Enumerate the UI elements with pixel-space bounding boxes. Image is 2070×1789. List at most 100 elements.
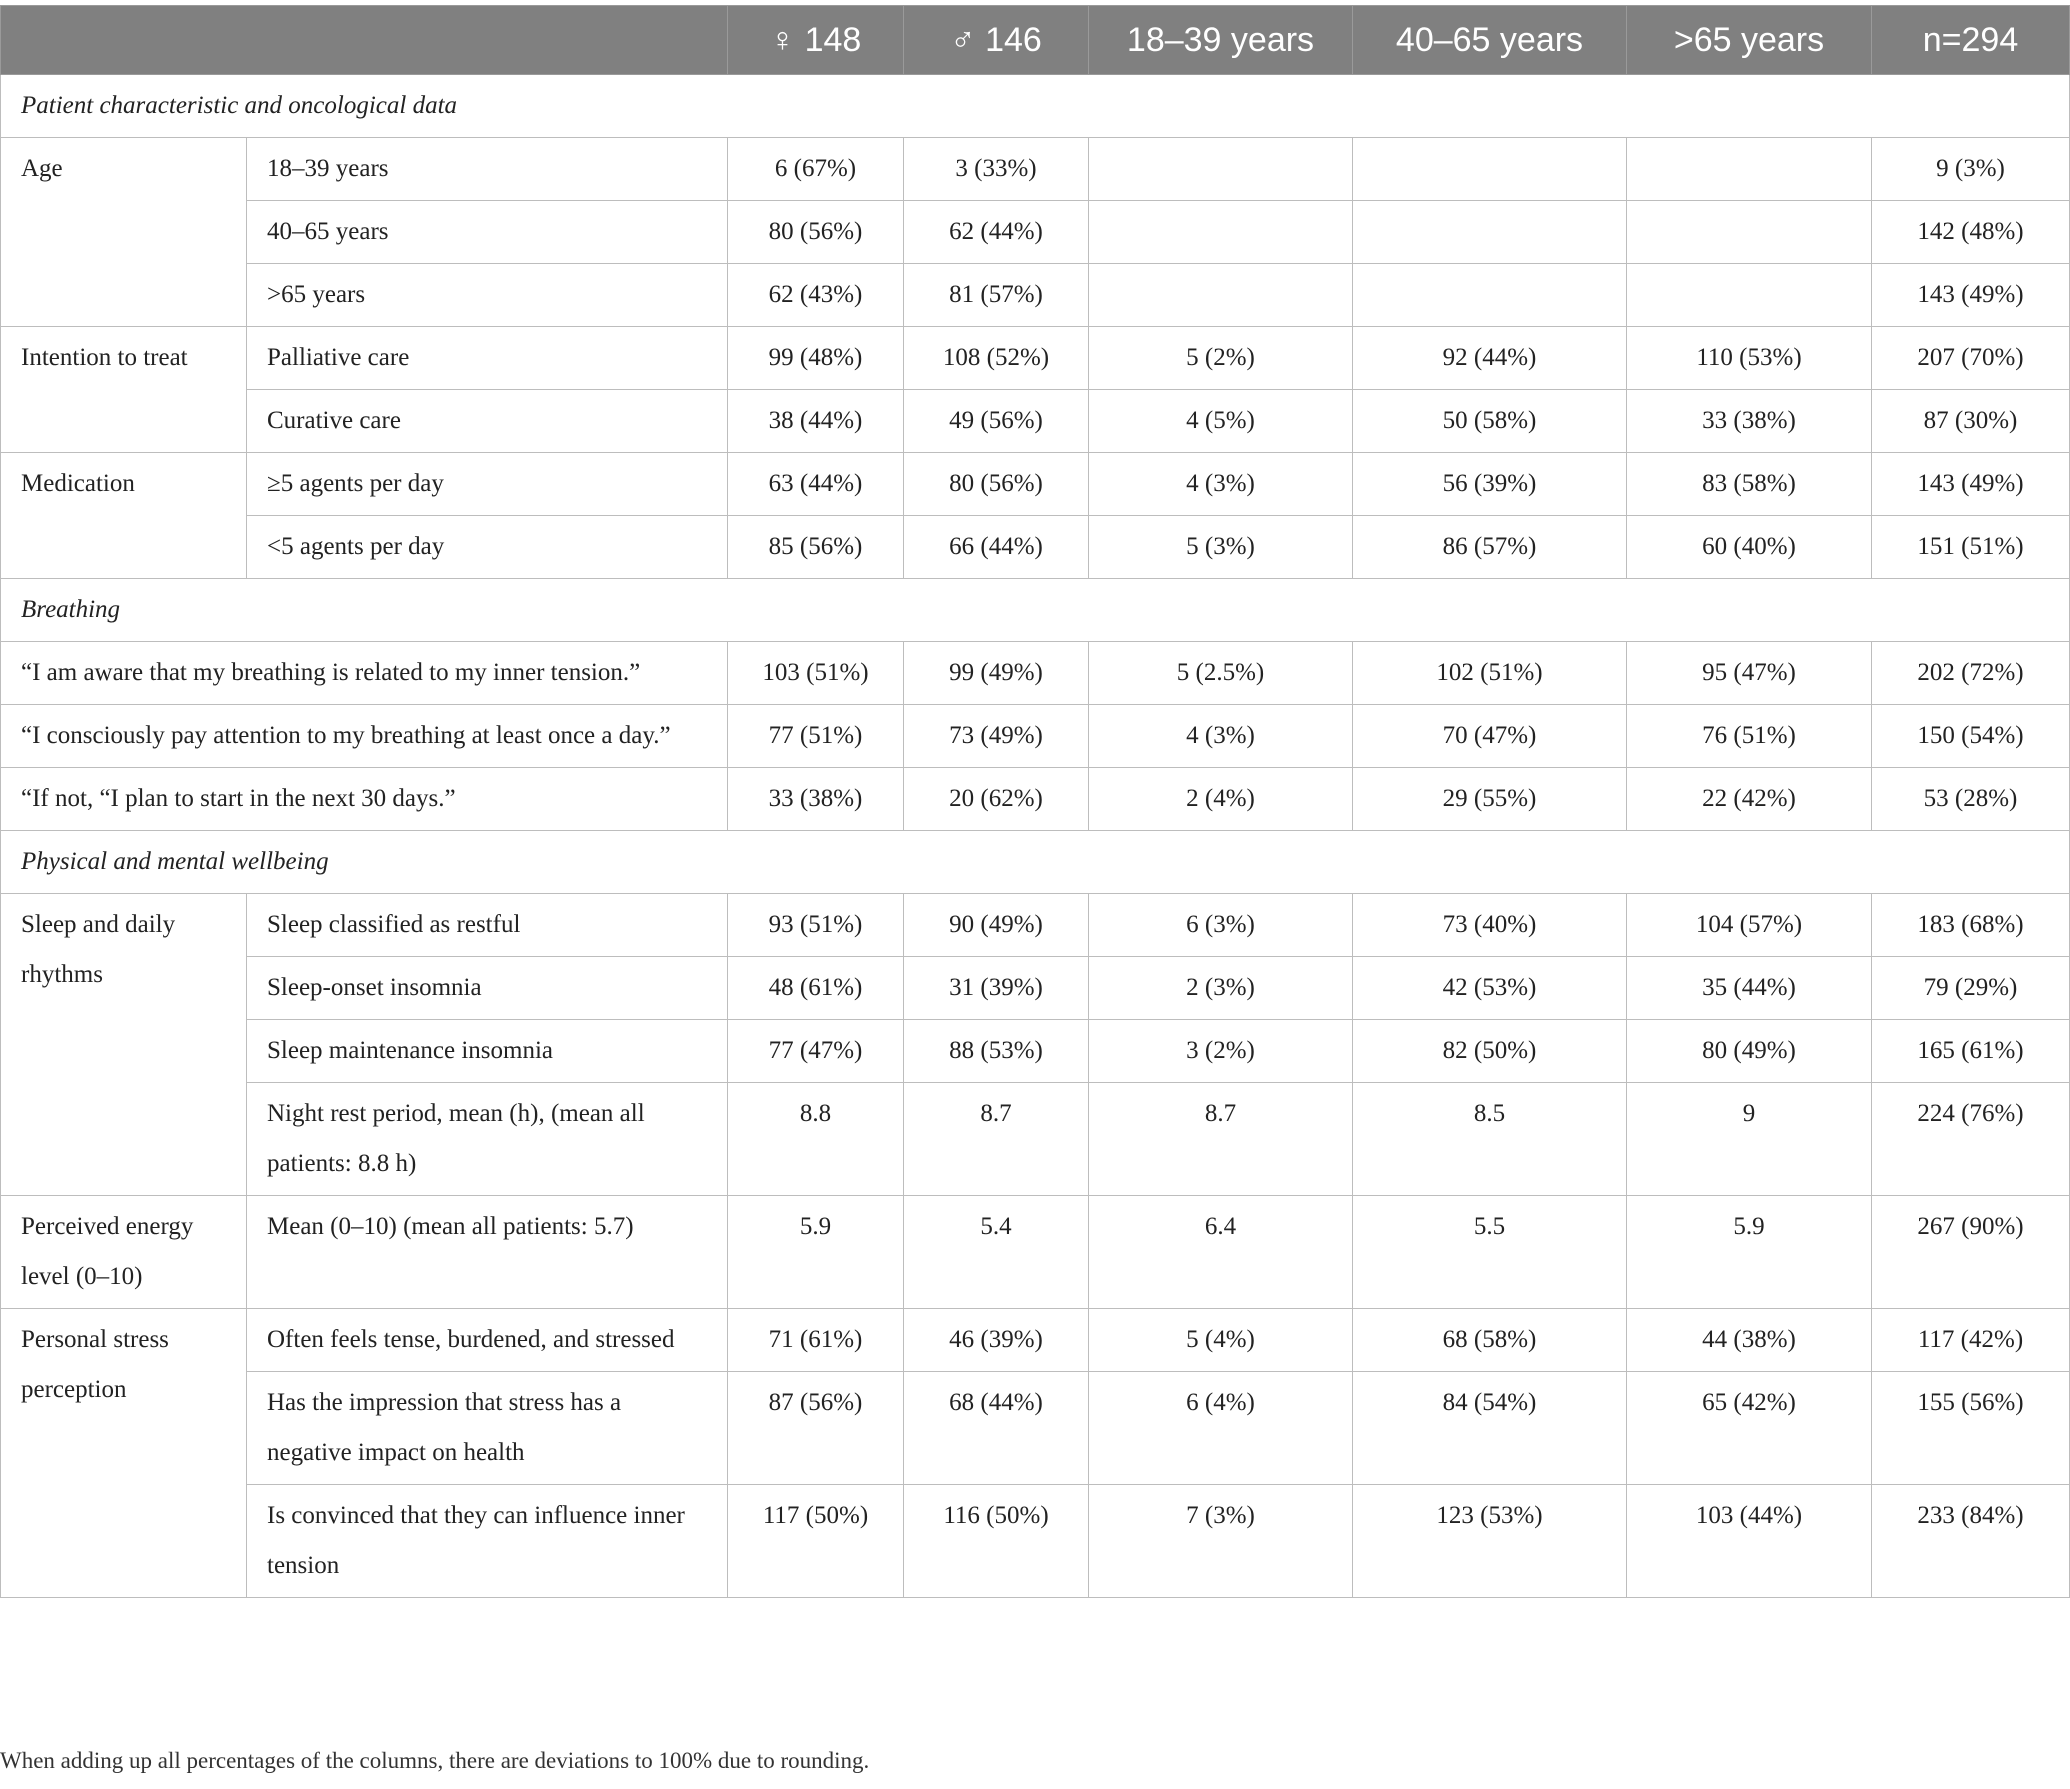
data-row: Age 18–39 years 6 (67%) 3 (33%) 9 (3%) — [0, 137, 2070, 327]
value-cell: 90 (49%) — [903, 893, 1089, 957]
value-cell: 65 (42%) — [1626, 1371, 1872, 1485]
data-row: <5 agents per day 85 (56%) 66 (44%) 5 (3%) 8… — [1, 515, 2070, 579]
value-cell: 79 (29%) — [1871, 956, 2070, 1020]
value-cell: 82 (50%) — [1352, 1019, 1627, 1083]
value-cell: 8.7 — [1088, 1082, 1353, 1196]
value-cell: 5 (2.5%) — [1088, 641, 1353, 705]
value-cell: 116 (50%) — [903, 1484, 1089, 1598]
value-cell: 5 (2%) — [1088, 326, 1353, 390]
value-cell: 86 (57%) — [1352, 515, 1627, 579]
value-cell: 267 (90%) — [1871, 1195, 2070, 1309]
row-label: “If not, “I plan to start in the next 30… — [0, 767, 728, 831]
value-cell: 87 (56%) — [727, 1371, 904, 1485]
header-cell: n=294 — [1871, 5, 2070, 75]
value-cell: 4 (5%) — [1088, 389, 1353, 453]
value-cell: 29 (55%) — [1352, 767, 1627, 831]
section-row: Patient characteristic and oncological d… — [0, 74, 2070, 138]
value-cell: 103 (51%) — [727, 641, 904, 705]
data-row: >65 years 62 (43%) 81 (57%) 143 (49%) — [1, 263, 2070, 327]
data-row: Curative care 38 (44%) 49 (56%) 4 (5%) 50 (5… — [1, 389, 2070, 453]
group-label: Sleep and daily rhythms — [0, 893, 247, 1196]
row-label: Is convinced that they can influence inn… — [246, 1484, 728, 1598]
value-cell: 49 (56%) — [903, 389, 1089, 453]
header-cell: ♀ 148 — [727, 5, 904, 75]
value-cell: 76 (51%) — [1626, 704, 1872, 768]
value-cell: 73 (40%) — [1352, 893, 1627, 957]
row-label: Often feels tense, burdened, and stresse… — [246, 1308, 728, 1372]
value-cell: 84 (54%) — [1352, 1371, 1627, 1485]
value-cell: 102 (51%) — [1352, 641, 1627, 705]
group-label: Personal stress perception — [0, 1308, 247, 1598]
row-label: “I consciously pay attention to my breat… — [0, 704, 728, 768]
value-cell: 46 (39%) — [903, 1308, 1089, 1372]
value-cell — [1352, 200, 1627, 264]
value-cell: 207 (70%) — [1871, 326, 2070, 390]
value-cell: 123 (53%) — [1352, 1484, 1627, 1598]
table-wrap: ♀ 148 ♂ 146 18–39 years 40–65 years >65 year… — [0, 5, 2070, 1598]
row-label: “I am aware that my breathing is related… — [0, 641, 728, 705]
value-cell: 143 (49%) — [1871, 452, 2070, 516]
header-cell: >65 years — [1626, 5, 1872, 75]
value-cell: 77 (51%) — [727, 704, 904, 768]
section-row: Breathing — [0, 578, 2070, 642]
value-cell: 88 (53%) — [903, 1019, 1089, 1083]
value-cell: 142 (48%) — [1871, 200, 2070, 264]
data-row: Intention to treat Palliative care 99 (48%… — [0, 326, 2070, 453]
value-cell: 5.9 — [727, 1195, 904, 1309]
header-cell: ♂ 146 — [903, 5, 1089, 75]
data-row: Personal stress perception Often feels te… — [0, 1308, 2070, 1598]
data-row: Night rest period, mean (h), (mean all p… — [1, 1082, 2070, 1196]
value-cell: 183 (68%) — [1871, 893, 2070, 957]
row-label: Sleep classified as restful — [246, 893, 728, 957]
table-body: Patient characteristic and oncological d… — [0, 74, 2070, 1598]
value-cell: 104 (57%) — [1626, 893, 1872, 957]
row-label: 40–65 years — [246, 200, 728, 264]
value-cell: 165 (61%) — [1871, 1019, 2070, 1083]
data-row: Sleep maintenance insomnia 77 (47%) 88 (53… — [1, 1019, 2070, 1083]
value-cell: 224 (76%) — [1871, 1082, 2070, 1196]
section-title: Physical and mental wellbeing — [0, 830, 2070, 894]
row-label: Has the impression that stress has a neg… — [246, 1371, 728, 1485]
value-cell: 6 (4%) — [1088, 1371, 1353, 1485]
value-cell: 8.7 — [903, 1082, 1089, 1196]
value-cell — [1626, 263, 1872, 327]
data-row: “I consciously pay attention to my breat… — [0, 704, 2070, 768]
data-row: Has the impression that stress has a neg… — [1, 1371, 2070, 1485]
value-cell: 150 (54%) — [1871, 704, 2070, 768]
value-cell: 93 (51%) — [727, 893, 904, 957]
value-cell: 77 (47%) — [727, 1019, 904, 1083]
row-label: Sleep maintenance insomnia — [246, 1019, 728, 1083]
data-row: 40–65 years 80 (56%) 62 (44%) 142 (48%) — [1, 200, 2070, 264]
value-cell: 8.5 — [1352, 1082, 1627, 1196]
row-label: 18–39 years — [246, 137, 728, 201]
value-cell: 44 (38%) — [1626, 1308, 1872, 1372]
value-cell: 42 (53%) — [1352, 956, 1627, 1020]
value-cell — [1088, 200, 1353, 264]
value-cell: 20 (62%) — [903, 767, 1089, 831]
row-label: <5 agents per day — [246, 515, 728, 579]
value-cell: 80 (56%) — [903, 452, 1089, 516]
row-label: Curative care — [246, 389, 728, 453]
value-cell: 80 (49%) — [1626, 1019, 1872, 1083]
group-label: Intention to treat — [0, 326, 247, 453]
value-cell: 99 (48%) — [727, 326, 904, 390]
value-cell: 2 (4%) — [1088, 767, 1353, 831]
value-cell: 62 (43%) — [727, 263, 904, 327]
group-label: Age — [0, 137, 247, 327]
value-cell: 9 (3%) — [1871, 137, 2070, 201]
group-label: Perceived energy level (0–10) — [0, 1195, 247, 1309]
value-cell: 66 (44%) — [903, 515, 1089, 579]
row-label: Palliative care — [246, 326, 728, 390]
value-cell — [1626, 200, 1872, 264]
value-cell: 68 (58%) — [1352, 1308, 1627, 1372]
row-label: ≥5 agents per day — [246, 452, 728, 516]
value-cell: 33 (38%) — [727, 767, 904, 831]
value-cell: 202 (72%) — [1871, 641, 2070, 705]
value-cell — [1088, 137, 1353, 201]
value-cell: 6.4 — [1088, 1195, 1353, 1309]
table: ♀ 148 ♂ 146 18–39 years 40–65 years >65 year… — [0, 5, 2070, 1598]
value-cell: 3 (2%) — [1088, 1019, 1353, 1083]
section-row: Physical and mental wellbeing — [0, 830, 2070, 894]
value-cell — [1626, 137, 1872, 201]
